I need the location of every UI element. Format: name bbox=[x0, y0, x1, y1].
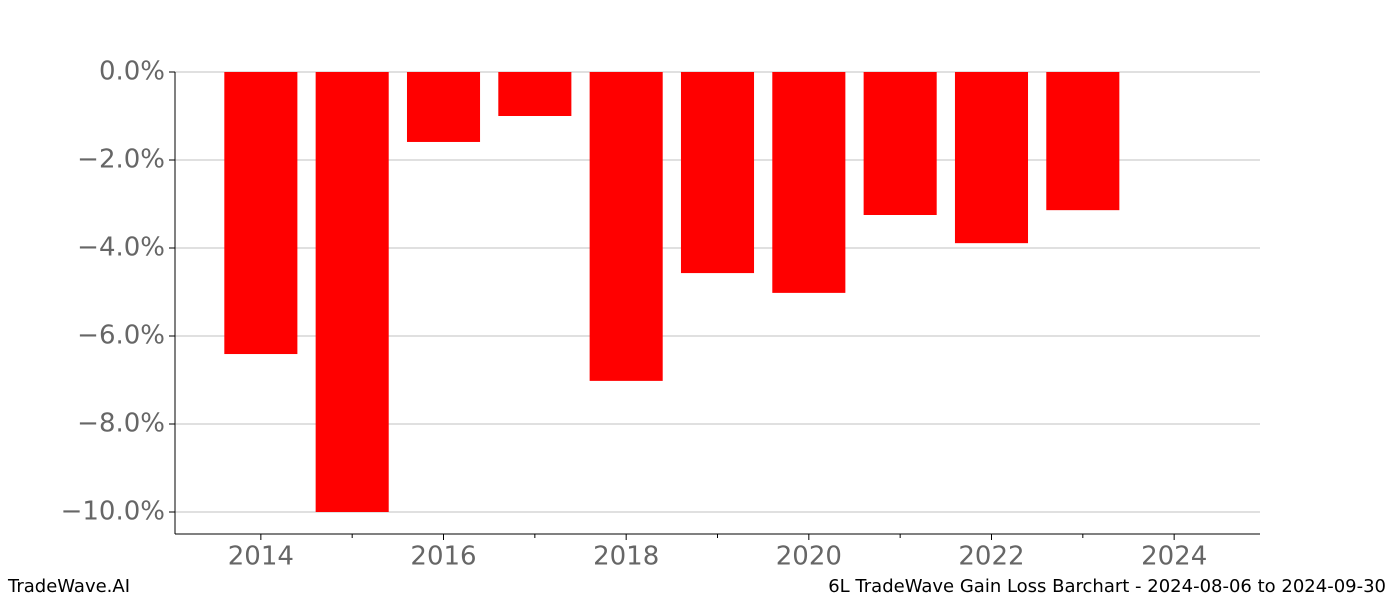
x-tick-label: 2020 bbox=[776, 542, 842, 572]
bar bbox=[1046, 72, 1120, 211]
bar bbox=[589, 72, 663, 381]
y-tick-label: 0.0% bbox=[99, 57, 165, 87]
y-tick-label: −6.0% bbox=[77, 321, 165, 351]
bar bbox=[224, 72, 298, 355]
bar bbox=[680, 72, 755, 274]
y-tick-label: −2.0% bbox=[77, 145, 165, 175]
bar bbox=[954, 72, 1029, 244]
bar bbox=[863, 72, 937, 215]
x-tick-label: 2016 bbox=[410, 542, 476, 572]
x-tick-label: 2024 bbox=[1141, 542, 1207, 572]
chart-title: 6L TradeWave Gain Loss Barchart - 2024-0… bbox=[828, 576, 1386, 597]
y-tick-label: −8.0% bbox=[77, 409, 165, 439]
x-tick-label: 2014 bbox=[228, 542, 294, 572]
bar bbox=[315, 72, 389, 512]
x-tick-label: 2018 bbox=[593, 542, 659, 572]
bar bbox=[406, 72, 481, 142]
y-tick-label: −4.0% bbox=[77, 233, 165, 263]
x-tick-label: 2022 bbox=[958, 542, 1024, 572]
bar bbox=[498, 72, 572, 116]
bar bbox=[772, 72, 846, 293]
watermark: TradeWave.AI bbox=[7, 576, 130, 597]
y-tick-label: −10.0% bbox=[61, 497, 165, 527]
